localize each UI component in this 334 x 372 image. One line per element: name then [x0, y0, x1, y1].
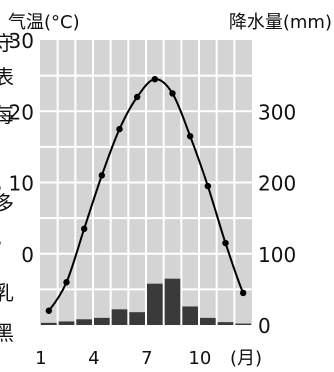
precipitation-bar	[217, 322, 234, 325]
precipitation-bar	[94, 317, 110, 325]
precipitation-bar	[147, 283, 163, 325]
margin-char: 黑	[0, 321, 14, 345]
temperature-point	[98, 172, 106, 179]
x-tick-label: 4	[88, 348, 99, 369]
precipitation-bar	[111, 309, 128, 325]
margin-char: 每	[0, 103, 14, 127]
margin-char: 乳	[0, 281, 14, 305]
right-tick-label: 300	[258, 100, 296, 124]
margin-text: 守表每，多，乳黑	[0, 31, 14, 345]
precipitation-bar	[235, 323, 251, 325]
precipitation-bars	[41, 278, 251, 325]
x-unit-label: (月)	[230, 348, 262, 369]
right-tick-label: 100	[258, 243, 296, 267]
precipitation-bar	[129, 312, 145, 325]
temperature-point	[45, 307, 53, 314]
x-tick-label: 10	[188, 348, 211, 369]
left-tick-label: 10	[9, 172, 34, 196]
temperature-point	[63, 279, 70, 286]
temperature-point	[151, 75, 159, 83]
margin-char: 守	[0, 31, 14, 55]
precipitation-bar	[76, 319, 92, 325]
precipitation-bar	[200, 317, 216, 325]
temperature-point	[169, 90, 176, 97]
left-tick-label: 0	[21, 243, 34, 267]
left-axis-title: 气温(°C)	[8, 12, 80, 33]
temperature-point	[133, 93, 141, 101]
right-axis-title: 降水量(mm)	[229, 12, 332, 33]
temperature-point	[186, 132, 194, 140]
temperature-point	[80, 225, 88, 233]
precipitation-bar	[58, 321, 75, 325]
right-tick-label: 200	[258, 172, 296, 196]
margin-char: ，	[0, 171, 14, 195]
x-tick-label: 7	[141, 348, 152, 369]
x-tick-label: 1	[35, 348, 46, 369]
margin-char: ，	[0, 226, 14, 250]
precipitation-bar	[41, 322, 57, 325]
left-tick-label: 20	[9, 100, 34, 124]
temperature-point	[222, 239, 229, 247]
margin-char: 多	[0, 191, 14, 215]
temperature-point	[239, 289, 247, 297]
precipitation-bar	[182, 306, 198, 325]
precipitation-bar	[164, 278, 181, 325]
temperature-curve	[48, 78, 245, 312]
temperature-point	[116, 125, 123, 133]
left-tick-label: 30	[9, 29, 34, 53]
temperature-point	[204, 182, 212, 190]
temperature-line	[45, 75, 247, 314]
right-tick-label: 0	[258, 314, 271, 338]
margin-char: 表	[0, 65, 14, 89]
